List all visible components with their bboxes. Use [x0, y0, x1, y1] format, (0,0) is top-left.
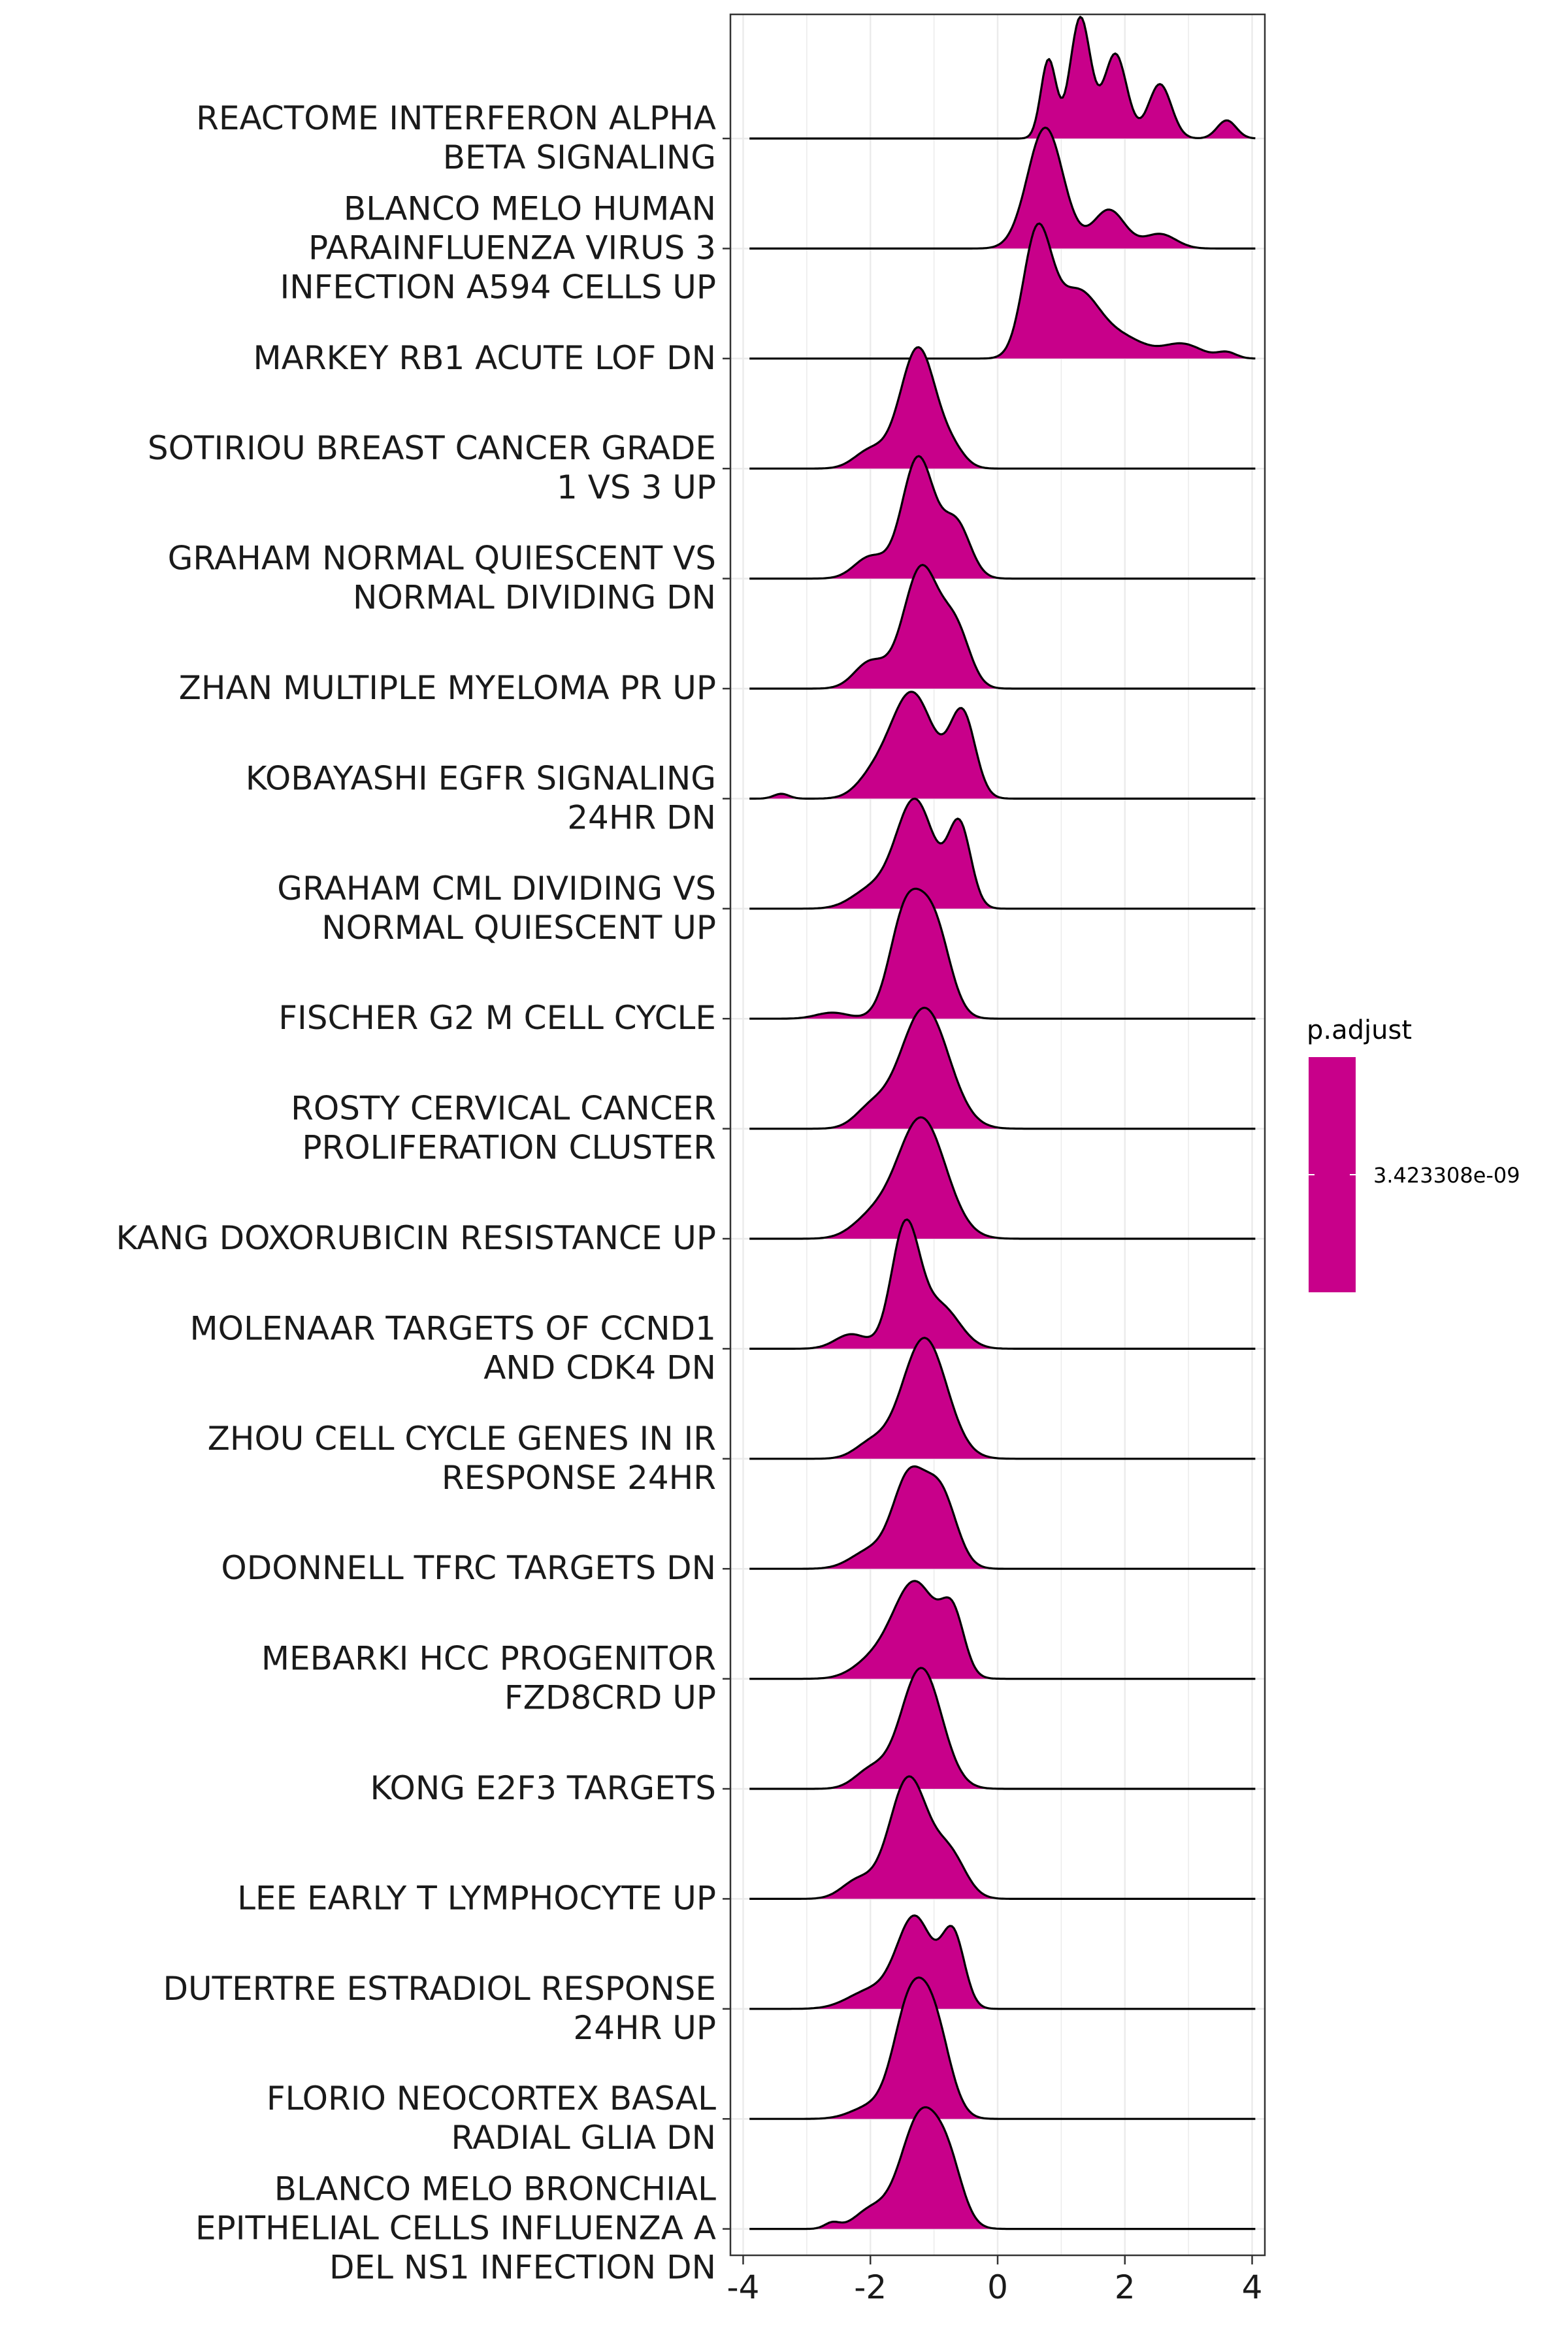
ridge-line: [749, 1976, 1256, 2120]
ridge-fill: [749, 1580, 1256, 1679]
y-tick-label-line: ODONNELL TFRC TARGETS DN: [221, 1549, 716, 1587]
y-tick-label: KONG E2F3 TARGETS: [370, 1769, 716, 1807]
ridge-line: [749, 1775, 1256, 1900]
ridge-line: [749, 455, 1256, 580]
x-tick-label: 4: [1242, 2268, 1263, 2306]
y-axis-labels: REACTOME INTERFERON ALPHA BETA SIGNALINGB…: [116, 99, 730, 2287]
y-tick-label: KOBAYASHI EGFR SIGNALING 24HR DN: [246, 759, 716, 836]
legend-colorbar: [1309, 1057, 1356, 1292]
y-tick-label: ROSTY CERVICAL CANCER PROLIFERATION CLUST…: [291, 1090, 716, 1167]
y-tick-label: KANG DOXORUBICIN RESISTANCE UP: [116, 1219, 716, 1257]
y-tick-label-line: BLANCO MELO HUMAN: [344, 189, 716, 227]
y-tick-label: DUTERTRE ESTRADIOL RESPONSE 24HR UP: [163, 1970, 716, 2047]
ridge-line: [749, 1006, 1256, 1130]
ridge-line: [749, 126, 1256, 250]
y-tick-label-line: NORMAL QUIESCENT UP: [321, 909, 716, 947]
x-tick-label: -2: [854, 2268, 887, 2306]
y-tick-label-line: DUTERTRE ESTRADIOL RESPONSE: [163, 1970, 716, 2008]
y-tick-label: ZHAN MULTIPLE MYELOMA PR UP: [179, 669, 716, 707]
ridge-line: [749, 346, 1256, 470]
ridge-line: [749, 887, 1256, 1020]
ridge-line: [749, 691, 1256, 800]
ridge-line: [749, 1218, 1256, 1350]
ridge-line: [749, 1580, 1256, 1680]
y-tick-label: LEE EARLY T LYMPHOCYTE UP: [237, 1879, 716, 1917]
y-tick-label-line: MOLENAAR TARGETS OF CCND1: [190, 1309, 716, 1347]
ridge-line: [749, 797, 1256, 910]
ridge-line: [749, 1116, 1256, 1240]
ridge-fill: [749, 691, 1256, 799]
ridge-line: [749, 564, 1256, 690]
ridge-line: [749, 16, 1256, 140]
y-tick-label: SOTIRIOU BREAST CANCER GRADE 1 VS 3 UP: [148, 429, 716, 506]
legend: p.adjust 3.423308e-09: [1307, 1015, 1520, 1292]
x-tick-label: 0: [987, 2268, 1008, 2306]
y-tick-label-line: 1 VS 3 UP: [557, 468, 716, 506]
y-tick-label-line: ZHOU CELL CYCLE GENES IN IR: [208, 1420, 716, 1458]
y-tick-label-line: FLORIO NEOCORTEX BASAL: [267, 2080, 716, 2117]
y-tick-label: MARKEY RB1 ACUTE LOF DN: [253, 339, 717, 377]
y-tick-label-line: REACTOME INTERFERON ALPHA: [196, 99, 716, 137]
ridge-line: [749, 222, 1256, 360]
y-tick-label-line: BETA SIGNALING: [443, 139, 716, 176]
y-tick-label-line: 24HR DN: [567, 798, 716, 836]
y-tick-label-line: AND CDK4 DN: [483, 1348, 716, 1386]
y-tick-label-line: LEE EARLY T LYMPHOCYTE UP: [237, 1879, 716, 1917]
y-tick-label: ZHOU CELL CYCLE GENES IN IR RESPONSE 24HR: [208, 1420, 716, 1497]
y-tick-label-line: PARAINFLUENZA VIRUS 3: [308, 229, 716, 267]
y-tick-label-line: MEBARKI HCC PROGENITOR: [261, 1640, 716, 1678]
ridge-line: [749, 1667, 1256, 1790]
x-tick-label: 2: [1115, 2268, 1135, 2306]
y-tick-label-line: NORMAL DIVIDING DN: [353, 579, 716, 617]
y-tick-label-line: GRAHAM NORMAL QUIESCENT VS: [168, 540, 716, 578]
ridge-fill: [749, 1007, 1256, 1129]
y-tick-label: BLANCO MELO BRONCHIAL EPITHELIAL CELLS IN…: [195, 2170, 716, 2287]
ridge-fill: [749, 798, 1256, 909]
ridge-line: [749, 1914, 1256, 2010]
x-tick-label: -4: [727, 2268, 760, 2306]
y-tick-label-line: KOBAYASHI EGFR SIGNALING: [246, 759, 716, 797]
y-tick-label: ODONNELL TFRC TARGETS DN: [221, 1549, 716, 1587]
y-tick-label: GRAHAM CML DIVIDING VS NORMAL QUIESCENT U…: [277, 870, 716, 947]
y-tick-label-line: PROLIFERATION CLUSTER: [302, 1129, 716, 1167]
y-tick-label-line: ROSTY CERVICAL CANCER: [291, 1090, 716, 1128]
y-tick-label-line: MARKEY RB1 ACUTE LOF DN: [253, 339, 717, 377]
legend-label: 3.423308e-09: [1373, 1163, 1520, 1188]
y-tick-label-line: INFECTION A594 CELLS UP: [280, 268, 716, 306]
y-tick-label-line: RADIAL GLIA DN: [451, 2119, 716, 2157]
density-ridges: [749, 16, 1256, 2230]
y-tick-label-line: SOTIRIOU BREAST CANCER GRADE: [148, 429, 716, 467]
y-tick-label: FISCHER G2 M CELL CYCLE: [278, 999, 716, 1037]
x-axis-ticks: -4 -2 0 2 4: [727, 2255, 1263, 2306]
ridge-fill: [749, 1776, 1256, 1899]
y-tick-label-line: DEL NS1 INFECTION DN: [329, 2249, 716, 2287]
ridge-fill: [749, 1915, 1256, 2009]
y-tick-label-line: FISCHER G2 M CELL CYCLE: [278, 999, 716, 1037]
y-tick-label-line: 24HR UP: [573, 2009, 716, 2047]
ridge-fill: [749, 16, 1256, 139]
y-tick-label-line: BLANCO MELO BRONCHIAL: [274, 2170, 716, 2208]
ridge-line: [749, 2106, 1256, 2230]
y-tick-label: FLORIO NEOCORTEX BASAL RADIAL GLIA DN: [267, 2080, 716, 2157]
legend-title: p.adjust: [1307, 1015, 1412, 1045]
y-tick-label-line: KANG DOXORUBICIN RESISTANCE UP: [116, 1219, 716, 1257]
y-tick-label: REACTOME INTERFERON ALPHA BETA SIGNALING: [196, 99, 716, 176]
y-tick-label-line: FZD8CRD UP: [504, 1679, 716, 1717]
y-tick-label-line: ZHAN MULTIPLE MYELOMA PR UP: [179, 669, 716, 707]
ridge-line: [749, 1465, 1256, 1570]
ridge-fill: [749, 1466, 1256, 1569]
y-tick-label: MOLENAAR TARGETS OF CCND1 AND CDK4 DN: [190, 1309, 716, 1386]
y-tick-label: GRAHAM NORMAL QUIESCENT VS NORMAL DIVIDIN…: [168, 540, 716, 617]
y-tick-label: BLANCO MELO HUMAN PARAINFLUENZA VIRUS 3 IN…: [280, 189, 716, 306]
y-tick-label-line: KONG E2F3 TARGETS: [370, 1769, 716, 1807]
y-tick-label: MEBARKI HCC PROGENITOR FZD8CRD UP: [261, 1640, 716, 1717]
y-tick-label-line: RESPONSE 24HR: [442, 1459, 716, 1497]
y-tick-label-line: GRAHAM CML DIVIDING VS: [277, 870, 716, 907]
y-tick-label-line: EPITHELIAL CELLS INFLUENZA A: [195, 2210, 716, 2247]
ridge-fill: [749, 1117, 1256, 1239]
ridge-line: [749, 1337, 1256, 1460]
